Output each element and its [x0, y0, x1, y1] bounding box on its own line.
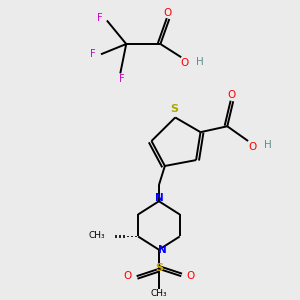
Text: H: H	[263, 140, 271, 150]
Text: O: O	[187, 271, 195, 281]
Text: O: O	[228, 90, 236, 100]
Text: F: F	[119, 74, 124, 84]
Text: S: S	[155, 263, 163, 273]
Text: O: O	[164, 8, 172, 18]
Text: H: H	[196, 57, 203, 67]
Text: CH₃: CH₃	[151, 289, 167, 298]
Text: F: F	[90, 49, 95, 59]
Text: O: O	[123, 271, 131, 281]
Text: F: F	[97, 13, 102, 22]
Text: O: O	[180, 58, 188, 68]
Text: CH₃: CH₃	[89, 230, 105, 239]
Text: S: S	[170, 104, 178, 114]
Text: O: O	[248, 142, 257, 152]
Text: N: N	[158, 245, 166, 255]
Text: N: N	[154, 193, 163, 203]
